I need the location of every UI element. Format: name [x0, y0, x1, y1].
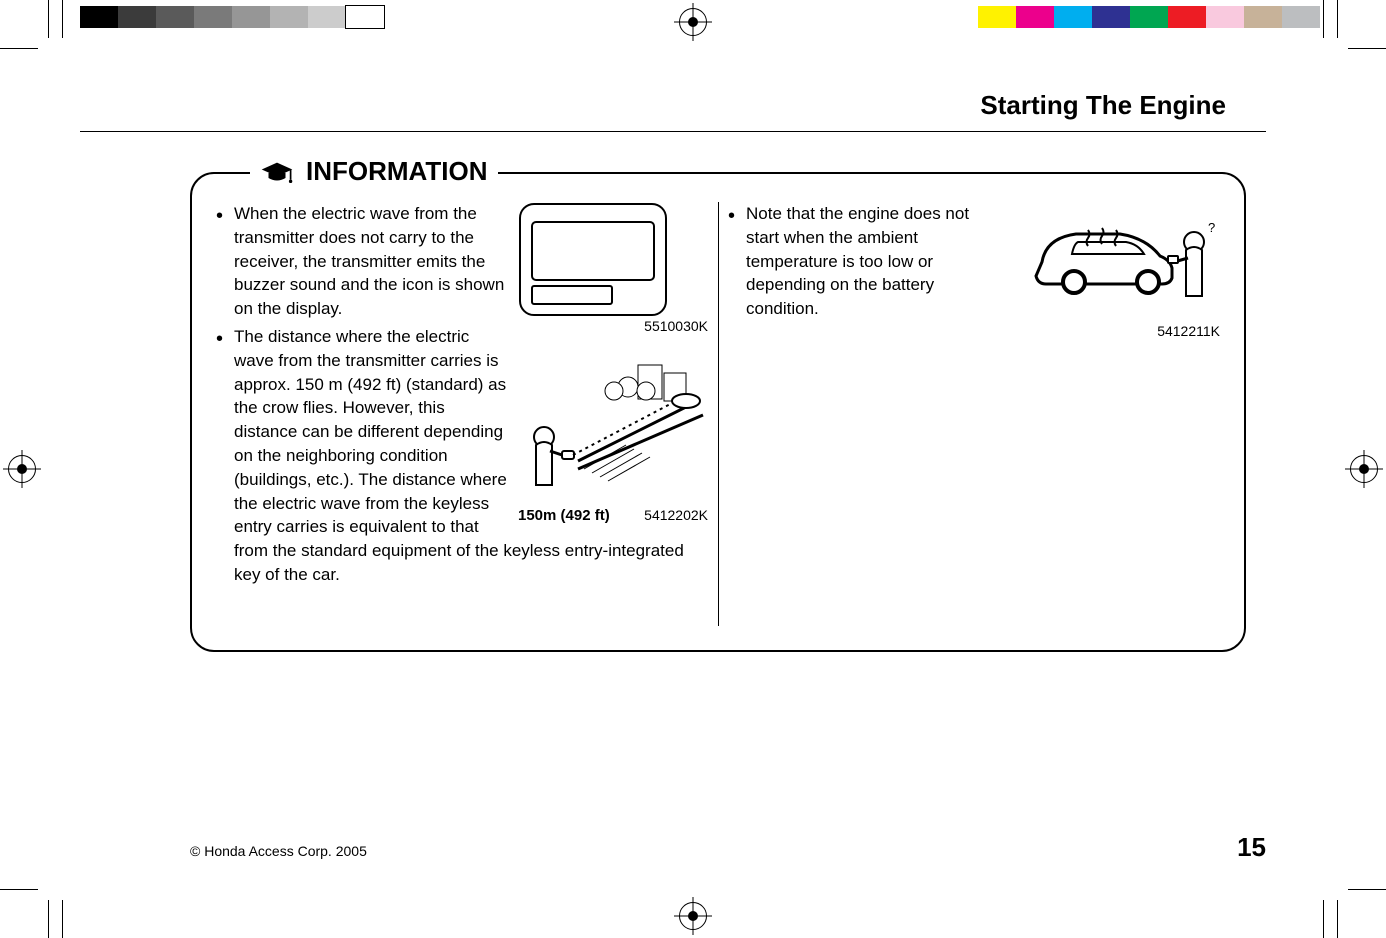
- color-swatch: [978, 6, 1016, 28]
- figure-cold-start: ? 5412211K: [1030, 202, 1220, 342]
- left-column: 5510030K: [216, 202, 708, 630]
- column-divider: [718, 202, 719, 626]
- information-heading-text: INFORMATION: [306, 156, 488, 187]
- page-number: 15: [1237, 832, 1266, 863]
- graduation-cap-icon: [260, 160, 294, 184]
- color-swatch: [156, 6, 194, 28]
- color-swatch: [1206, 6, 1244, 28]
- info-bullet: The distance where the electric wave fro…: [216, 325, 708, 587]
- page-title: Starting The Engine: [80, 90, 1266, 132]
- crop-mark: [1337, 900, 1338, 938]
- color-swatch: [232, 6, 270, 28]
- copyright-text: © Honda Access Corp. 2005: [80, 843, 367, 859]
- color-swatch: [346, 6, 384, 28]
- info-bullet: Note that the engine does not start when…: [728, 202, 998, 321]
- crop-mark: [0, 48, 38, 49]
- page-content: Starting The Engine INFORMATION: [80, 90, 1306, 858]
- crop-mark: [62, 0, 63, 38]
- info-bullet: When the electric wave from the transmit…: [216, 202, 516, 321]
- crop-mark: [1348, 48, 1386, 49]
- registration-mark-icon: [8, 455, 36, 483]
- information-heading: INFORMATION: [250, 156, 498, 187]
- registration-mark-icon: [679, 8, 707, 36]
- right-column: ? 5412211K Note that the engine does not…: [728, 202, 1220, 630]
- information-box: 5510030K: [190, 172, 1246, 652]
- crop-mark: [0, 889, 38, 890]
- color-swatch: [194, 6, 232, 28]
- color-swatch: [1130, 6, 1168, 28]
- crop-mark: [1323, 900, 1324, 938]
- color-swatch: [80, 6, 118, 28]
- svg-text:?: ?: [1208, 220, 1215, 235]
- color-swatch: [270, 6, 308, 28]
- color-swatch: [1282, 6, 1320, 28]
- registration-mark-icon: [1350, 455, 1378, 483]
- color-swatch: [308, 6, 346, 28]
- crop-mark: [1337, 0, 1338, 38]
- color-swatch: [1168, 6, 1206, 28]
- page-footer: © Honda Access Corp. 2005 15: [80, 832, 1266, 863]
- color-swatch: [1244, 6, 1282, 28]
- crop-mark: [1323, 0, 1324, 38]
- registration-mark-icon: [679, 902, 707, 930]
- crop-mark: [48, 0, 49, 38]
- crop-mark: [48, 900, 49, 938]
- color-swatch: [1016, 6, 1054, 28]
- color-swatch: [1092, 6, 1130, 28]
- crop-mark: [62, 900, 63, 938]
- figure-display: 5510030K: [518, 202, 708, 337]
- crop-mark: [1348, 889, 1386, 890]
- figure-code: 5412211K: [1030, 322, 1220, 342]
- color-swatch: [1054, 6, 1092, 28]
- color-swatch: [118, 6, 156, 28]
